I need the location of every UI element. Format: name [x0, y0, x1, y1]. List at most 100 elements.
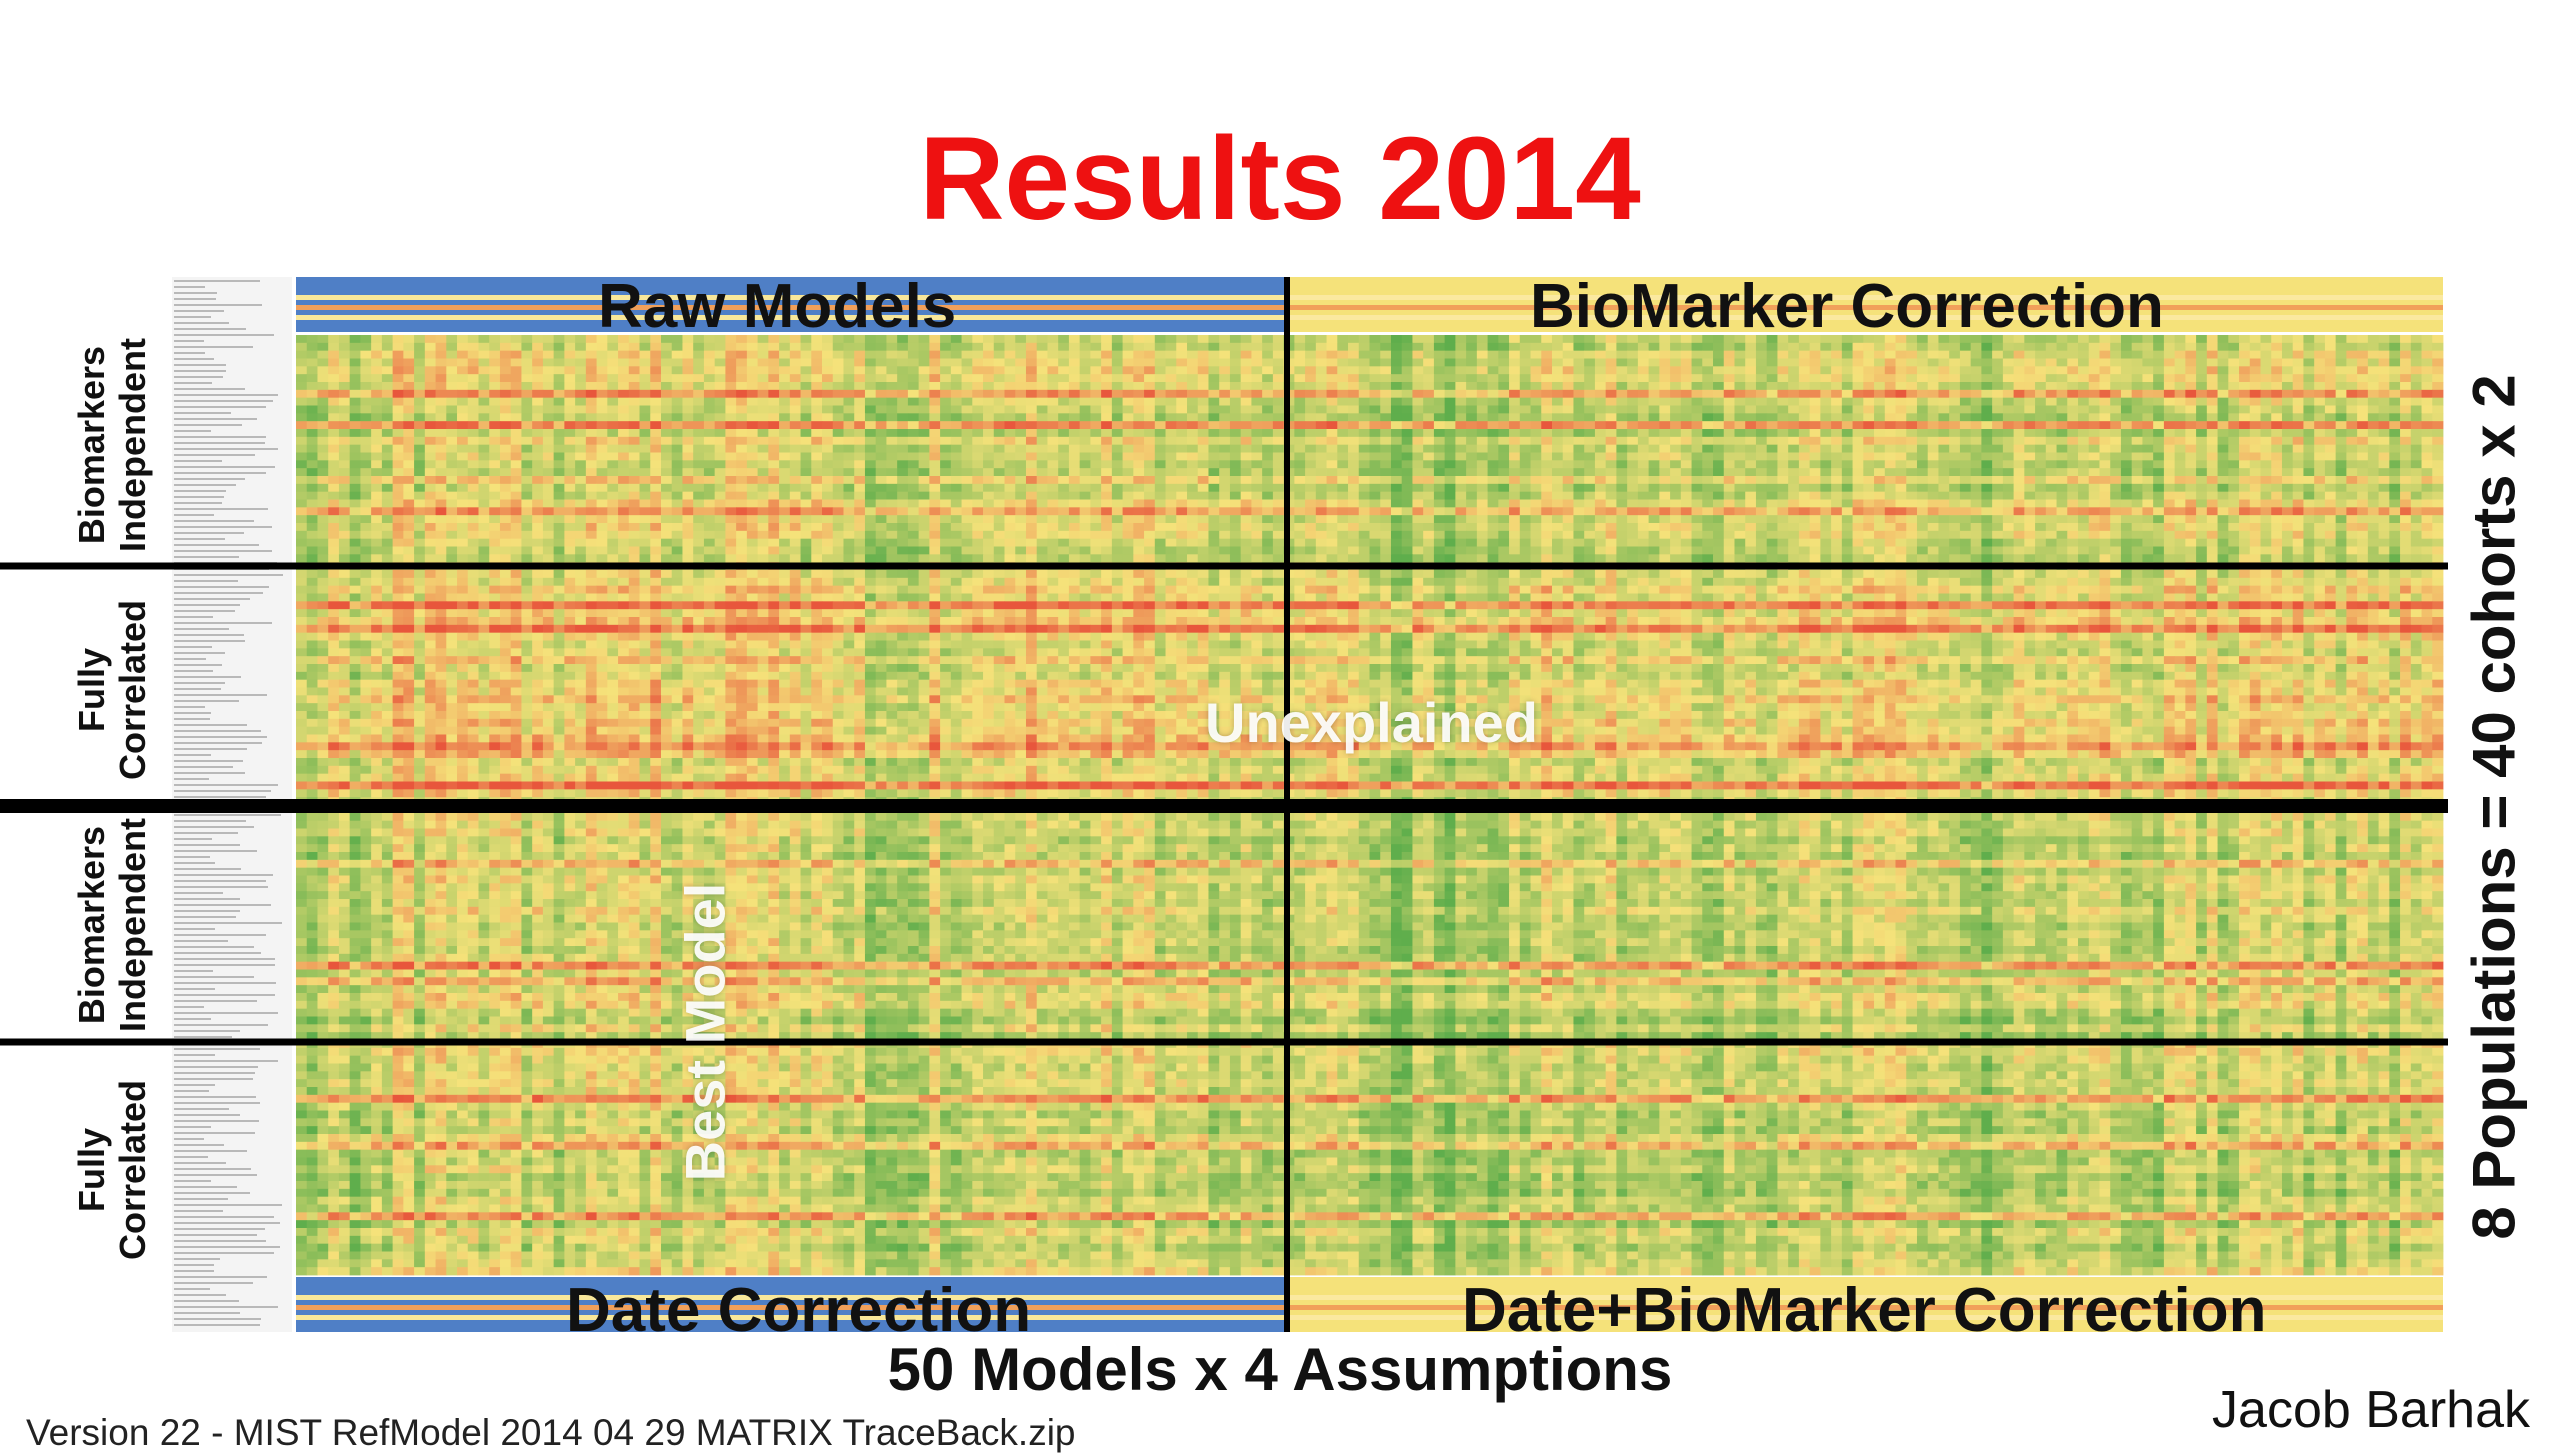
heatmap-cell	[1025, 342, 1038, 352]
heatmap-cell	[360, 460, 372, 469]
row-name-text	[174, 964, 275, 966]
heatmap-cell	[1852, 335, 1864, 344]
heatmap-cell	[2153, 374, 2165, 383]
heatmap-cell	[1959, 382, 1972, 391]
heatmap-cell	[1337, 335, 1349, 344]
heatmap-cell	[2013, 421, 2025, 430]
heatmap-cell	[1809, 421, 1821, 430]
heatmap-cell	[1680, 460, 1692, 469]
heatmap-cell	[768, 342, 780, 352]
heatmap-cell	[2249, 397, 2261, 406]
heatmap-cell	[1154, 397, 1166, 406]
heatmap-cell	[489, 358, 501, 367]
heatmap-cell	[2271, 421, 2283, 430]
heatmap-cell	[317, 507, 329, 516]
heatmap-cell	[725, 476, 737, 485]
heatmap-cell	[564, 335, 576, 344]
heatmap-cell	[1541, 413, 1553, 422]
heatmap-cell	[1820, 342, 1832, 352]
heatmap-cell	[1659, 491, 1671, 500]
heatmap-cell	[693, 374, 705, 383]
heatmap-cell	[306, 405, 318, 414]
heatmap-cell	[1916, 382, 1929, 391]
heatmap-cell	[2163, 397, 2176, 406]
heatmap-cell	[961, 374, 973, 383]
heatmap-cell	[1466, 499, 1478, 508]
heatmap-cell	[1541, 460, 1553, 469]
heatmap-cell	[1927, 468, 1939, 477]
row-name-text	[174, 322, 229, 324]
heatmap-cell	[1820, 499, 1832, 508]
heatmap-cell	[2228, 421, 2240, 430]
heatmap-cell	[1187, 436, 1199, 446]
heatmap-cell	[2357, 342, 2369, 352]
heatmap-cell	[1594, 444, 1607, 453]
heatmap-cell	[1777, 366, 1789, 375]
heatmap-cell	[564, 460, 576, 469]
heatmap-cell	[435, 507, 447, 516]
heatmap-cell	[1992, 444, 2004, 453]
heatmap-cell	[1755, 397, 1768, 406]
heatmap-cell	[2024, 491, 2036, 500]
heatmap-cell	[1455, 491, 1467, 500]
heatmap-cell	[2249, 389, 2261, 399]
heatmap-cell	[1895, 468, 1907, 477]
heatmap-cell	[1713, 358, 1725, 367]
heatmap-cell	[1476, 335, 1488, 344]
heatmap-cell	[2303, 499, 2315, 508]
heatmap-cell	[596, 405, 608, 414]
heatmap-cell	[789, 389, 801, 399]
heatmap-cell	[1369, 405, 1381, 414]
heatmap-cell	[1766, 397, 1778, 406]
heatmap-cell	[1798, 358, 1811, 367]
heatmap-cell	[1648, 405, 1660, 414]
heatmap-cell	[1187, 460, 1199, 469]
heatmap-cell	[2142, 468, 2154, 477]
heatmap-cell	[650, 429, 662, 438]
row-name-text	[174, 1174, 257, 1176]
heatmap-cell	[371, 452, 383, 461]
heatmap-cell	[1390, 444, 1403, 453]
heatmap-cell	[1433, 374, 1446, 383]
heatmap-cell	[1605, 397, 1617, 406]
heatmap-cell	[1090, 389, 1102, 399]
heatmap-cell	[2324, 382, 2337, 391]
heatmap-cell	[2421, 389, 2433, 399]
heatmap-cell	[532, 342, 544, 352]
heatmap-cell	[1058, 382, 1070, 391]
heatmap-cell	[467, 499, 479, 508]
heatmap-cell	[1444, 436, 1456, 446]
heatmap-cell	[1884, 468, 1896, 477]
heatmap-cell	[1788, 342, 1800, 352]
heatmap-cell	[693, 358, 705, 367]
heatmap-cell	[1476, 452, 1488, 461]
heatmap-cell	[1025, 483, 1038, 493]
row-name-text	[174, 928, 215, 930]
row-name-text	[174, 652, 225, 654]
heatmap-cell	[1831, 413, 1843, 422]
heatmap-cell	[993, 397, 1005, 406]
heatmap-cell	[618, 421, 630, 430]
heatmap-cell	[1047, 499, 1059, 508]
heatmap-cell	[596, 413, 608, 422]
row-name-text	[174, 286, 205, 288]
heatmap-cell	[607, 335, 619, 344]
heatmap-cell	[1390, 358, 1403, 367]
heatmap-cell	[2153, 382, 2165, 391]
heatmap-cell	[489, 515, 501, 524]
heatmap-cell	[660, 468, 673, 477]
heatmap-cell	[2196, 413, 2208, 422]
heatmap-cell	[2378, 460, 2390, 469]
heatmap-cell	[1820, 374, 1832, 383]
heatmap-cell	[2400, 421, 2412, 430]
heatmap-cell	[2153, 413, 2165, 422]
heatmap-cell	[1530, 350, 1542, 359]
heatmap-cell	[392, 436, 404, 446]
heatmap-cell	[499, 382, 512, 391]
heatmap-cell	[2120, 413, 2133, 422]
heatmap-cell	[1863, 476, 1875, 485]
heatmap-cell	[2239, 507, 2251, 516]
heatmap-cell	[1777, 444, 1789, 453]
heatmap-cell	[1423, 468, 1435, 477]
heatmap-cell	[2088, 507, 2100, 516]
